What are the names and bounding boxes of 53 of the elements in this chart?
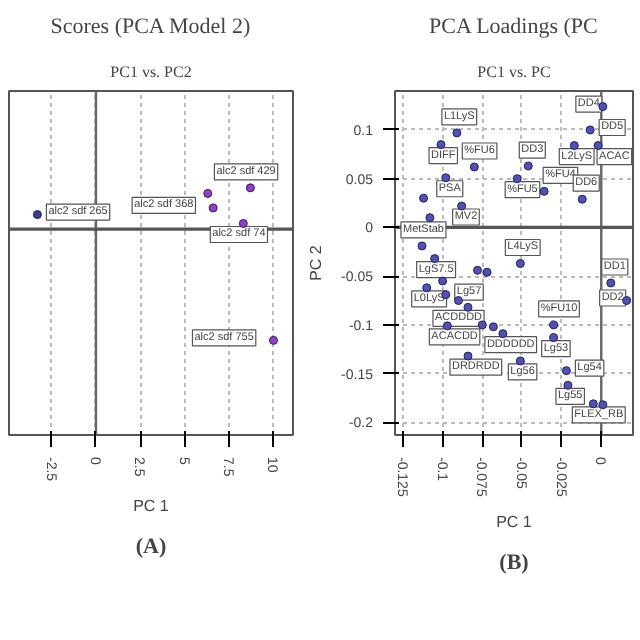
point [430, 254, 440, 264]
point [32, 210, 42, 220]
point [469, 162, 479, 172]
point [453, 296, 463, 306]
point [436, 140, 446, 150]
point [598, 102, 608, 112]
point [457, 201, 467, 211]
chart-title: PCA Loadings (PC [429, 15, 598, 39]
point [268, 335, 278, 345]
chart-subtitle: PC1 vs. PC [477, 63, 551, 81]
point [245, 183, 255, 193]
point [442, 321, 452, 331]
point [477, 320, 487, 330]
chart-subtitle: PC1 vs. PC2 [110, 63, 192, 81]
point [539, 186, 549, 196]
point [523, 161, 533, 171]
point [422, 283, 432, 293]
point [549, 333, 559, 343]
point [515, 356, 525, 366]
point [441, 173, 451, 183]
point [593, 141, 603, 151]
point [606, 278, 616, 288]
x-axis-title: PC 1 [496, 512, 533, 531]
point [549, 320, 559, 330]
text: (B) [499, 551, 530, 575]
point [561, 366, 571, 376]
y-axis-title: PC 2 [307, 244, 326, 281]
point [473, 265, 483, 275]
point [585, 125, 595, 135]
point [598, 400, 608, 410]
point [488, 322, 498, 332]
point [238, 218, 248, 228]
point [577, 194, 587, 204]
point [419, 193, 429, 203]
point [498, 329, 508, 339]
point [515, 259, 525, 268]
x-axis-title: PC 1 [133, 497, 170, 516]
chart-title: Scores (PCA Model 2) [50, 15, 251, 39]
point [588, 399, 598, 409]
point [417, 241, 427, 251]
text: (A) [135, 535, 167, 559]
point [563, 380, 573, 390]
point [512, 174, 522, 184]
point [569, 141, 579, 151]
point [463, 351, 473, 361]
point [203, 188, 213, 198]
point [482, 267, 492, 277]
point [622, 296, 632, 306]
point [452, 128, 462, 138]
point [208, 203, 218, 213]
point [425, 213, 435, 223]
point [438, 276, 448, 286]
point [463, 302, 473, 312]
